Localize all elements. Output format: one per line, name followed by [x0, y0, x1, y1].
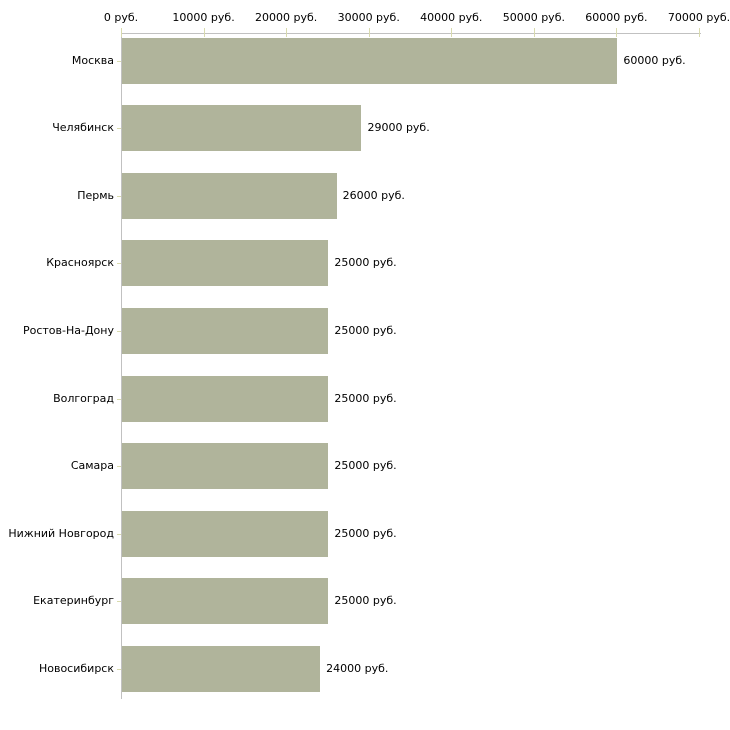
y-axis-tick — [117, 601, 121, 603]
bar — [122, 37, 618, 84]
y-axis-line — [121, 33, 122, 699]
y-axis-tick — [117, 330, 121, 332]
value-label: 29000 руб. — [367, 121, 430, 135]
y-axis-tick — [117, 128, 121, 130]
value-label: 25000 руб. — [334, 323, 397, 337]
bar — [122, 172, 337, 219]
x-axis-tick-label: 10000 руб. — [172, 11, 235, 24]
value-label: 60000 руб. — [623, 53, 686, 67]
x-axis-tick-label: 20000 руб. — [255, 11, 318, 24]
bar — [122, 510, 329, 557]
value-label: 25000 руб. — [334, 391, 397, 405]
x-axis-tick-label: 0 руб. — [103, 11, 139, 24]
bar — [122, 578, 329, 625]
category-label: Челябинск — [52, 121, 114, 135]
y-axis-tick — [117, 668, 121, 670]
value-label: 25000 руб. — [334, 459, 397, 473]
x-axis-tick-label: 30000 руб. — [337, 11, 400, 24]
x-axis-tick-label: 40000 руб. — [420, 11, 483, 24]
value-label: 26000 руб. — [342, 188, 405, 202]
bar — [122, 105, 362, 152]
x-axis-tick-label: 50000 руб. — [502, 11, 565, 24]
x-axis-tick — [368, 28, 370, 37]
bar — [122, 645, 321, 692]
value-label: 25000 руб. — [334, 594, 397, 608]
x-axis-tick — [699, 28, 700, 37]
category-label: Самара — [70, 459, 114, 473]
x-axis-tick — [121, 28, 122, 37]
bar — [122, 307, 329, 354]
bar — [122, 443, 329, 490]
y-axis-tick — [117, 60, 121, 62]
category-label: Екатеринбург — [33, 594, 114, 608]
x-axis-tick — [451, 28, 453, 37]
category-label: Новосибирск — [38, 661, 114, 675]
y-axis-tick — [117, 263, 121, 265]
x-axis-tick — [286, 28, 288, 37]
x-axis-tick-label: 70000 руб. — [667, 11, 730, 24]
x-axis-line — [121, 33, 701, 34]
x-axis-tick — [533, 28, 535, 37]
value-label: 25000 руб. — [334, 526, 397, 540]
category-label: Москва — [71, 53, 114, 67]
category-label: Ростов-На-Дону — [22, 323, 114, 337]
category-label: Красноярск — [46, 256, 114, 270]
y-axis-tick — [117, 195, 121, 197]
y-axis-tick — [117, 466, 121, 468]
x-axis-tick-label: 60000 руб. — [585, 11, 648, 24]
bar — [122, 240, 329, 287]
category-label: Нижний Новгород — [8, 526, 114, 540]
y-axis-tick — [117, 533, 121, 535]
category-label: Пермь — [77, 188, 114, 202]
y-axis-tick — [117, 398, 121, 400]
x-axis-tick — [616, 28, 618, 37]
category-label: Волгоград — [53, 391, 114, 405]
bar — [122, 375, 329, 422]
value-label: 25000 руб. — [334, 256, 397, 270]
value-label: 24000 руб. — [326, 661, 389, 675]
x-axis-tick — [203, 28, 205, 37]
